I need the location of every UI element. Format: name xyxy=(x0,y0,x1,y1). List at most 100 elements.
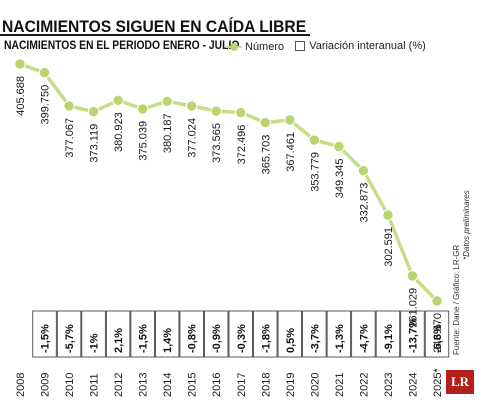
data-point xyxy=(308,134,321,146)
legend-line-swatch xyxy=(226,43,242,51)
x-tick-label: 2023 xyxy=(383,373,395,397)
legend-number-label: Número xyxy=(245,41,285,53)
x-tick-label: 2013 xyxy=(138,373,150,397)
variation-label: 1,4% xyxy=(162,328,174,353)
data-label: 367.461 xyxy=(285,132,297,172)
variation-cell xyxy=(56,310,82,358)
source-note: Fuente: Dane / Gráfico: LR-GR xyxy=(452,244,461,355)
x-tick-label: 2018 xyxy=(260,373,272,397)
data-point xyxy=(357,164,370,177)
data-label: 373.119 xyxy=(89,124,101,163)
x-tick-label: 2011 xyxy=(89,373,101,397)
variation-label: -0,3% xyxy=(236,324,248,353)
variation-cell xyxy=(277,310,302,358)
data-label: 302.591 xyxy=(383,227,395,267)
x-tick-label: 2016 xyxy=(211,373,223,397)
data-label: 372.496 xyxy=(236,125,248,165)
variation-label: -4,7% xyxy=(358,324,370,353)
variation-label: -3,7% xyxy=(309,324,321,353)
data-point xyxy=(112,94,124,106)
data-label: 377.067 xyxy=(64,118,76,158)
variation-cell xyxy=(130,310,155,358)
variation-cell xyxy=(326,310,352,358)
legend-item-number: Número xyxy=(226,41,284,53)
data-label: 380.923 xyxy=(113,112,125,152)
variation-cell xyxy=(179,310,204,358)
variation-label: -1,8% xyxy=(260,324,272,353)
variation-cell xyxy=(302,310,327,358)
chart-subtitle: NACIMIENTOS EN EL PERIODO ENERO - JULIO xyxy=(4,40,240,52)
data-label: 399.750 xyxy=(40,85,52,125)
chart-title: NACIMIENTOS SIGUEN EN CAÍDA LIBRE xyxy=(2,17,307,36)
data-point xyxy=(406,270,419,282)
data-point xyxy=(38,66,51,79)
variation-cell xyxy=(155,310,180,358)
legend: Número Variación interanual (%) xyxy=(226,40,434,54)
data-point xyxy=(186,100,198,112)
x-tick-label: 2010 xyxy=(64,373,76,397)
variation-label: -9,1% xyxy=(383,324,395,353)
variation-label: -13,7% xyxy=(407,318,419,353)
x-tick-label: 2024 xyxy=(407,373,419,397)
variation-cell xyxy=(424,310,450,358)
title-bar: NACIMIENTOS SIGUEN EN CAÍDA LIBRE xyxy=(0,8,310,36)
x-tick-label: 2008 xyxy=(15,373,27,397)
x-tick-label: 2015 xyxy=(187,373,199,397)
x-tick-label: 2021 xyxy=(334,373,346,397)
data-label: 377.024 xyxy=(187,118,199,158)
x-tick-label: 2025* xyxy=(432,368,444,397)
variation-label: -5,7% xyxy=(64,324,76,353)
series-line-numero xyxy=(18,62,439,303)
variation-label: -1,5% xyxy=(40,324,52,353)
data-label: 373.565 xyxy=(211,123,223,163)
variation-cell xyxy=(32,310,57,358)
variation-label: 0,5% xyxy=(285,328,297,353)
variation-cell xyxy=(375,310,401,358)
variation-cell xyxy=(351,310,376,358)
data-label: 243.870 xyxy=(432,313,444,353)
data-point xyxy=(333,140,345,153)
data-point xyxy=(14,58,26,70)
legend-box-swatch xyxy=(295,41,306,51)
data-label: 349.345 xyxy=(334,159,346,199)
data-label: 405.688 xyxy=(15,76,27,116)
x-tick-label: 2022 xyxy=(358,373,370,397)
data-point xyxy=(87,106,100,118)
lr-logo: LR xyxy=(446,370,474,394)
variation-cell xyxy=(81,310,106,358)
variation-label: 2,1% xyxy=(113,328,125,353)
variation-cell xyxy=(105,310,131,358)
data-label: 380.187 xyxy=(162,113,174,153)
data-label: 375.039 xyxy=(138,121,150,161)
data-label: 365.703 xyxy=(260,135,272,175)
data-point xyxy=(284,114,296,126)
data-label: 261.029 xyxy=(407,288,419,328)
variation-label: -1% xyxy=(89,333,101,353)
data-label: 353.779 xyxy=(309,152,321,192)
data-point xyxy=(431,295,443,307)
x-tick-label: 2020 xyxy=(309,373,321,397)
variation-label: -1,5% xyxy=(138,324,150,353)
data-point xyxy=(210,105,222,117)
legend-item-variation: Variación interanual (%) xyxy=(295,40,426,52)
data-point xyxy=(136,103,149,115)
data-point xyxy=(259,116,271,129)
variation-cell xyxy=(228,310,253,358)
x-tick-label: 2017 xyxy=(236,373,248,397)
footnote: *Datos preliminares xyxy=(462,190,471,260)
data-point xyxy=(63,100,75,112)
data-point xyxy=(382,209,394,221)
x-tick-label: 2019 xyxy=(285,373,297,397)
x-tick-label: 2014 xyxy=(162,373,174,397)
data-point xyxy=(161,95,173,108)
variation-label: -0,8% xyxy=(187,324,199,353)
variation-cell xyxy=(400,310,425,358)
x-tick-label: 2012 xyxy=(113,373,125,397)
variation-label: -6,6% xyxy=(432,324,444,353)
variation-label: -1,3% xyxy=(334,324,346,353)
data-label: 332.873 xyxy=(358,183,370,223)
data-point xyxy=(235,106,247,119)
legend-variation-label: Variación interanual (%) xyxy=(309,40,426,52)
x-tick-label: 2009 xyxy=(40,373,52,397)
